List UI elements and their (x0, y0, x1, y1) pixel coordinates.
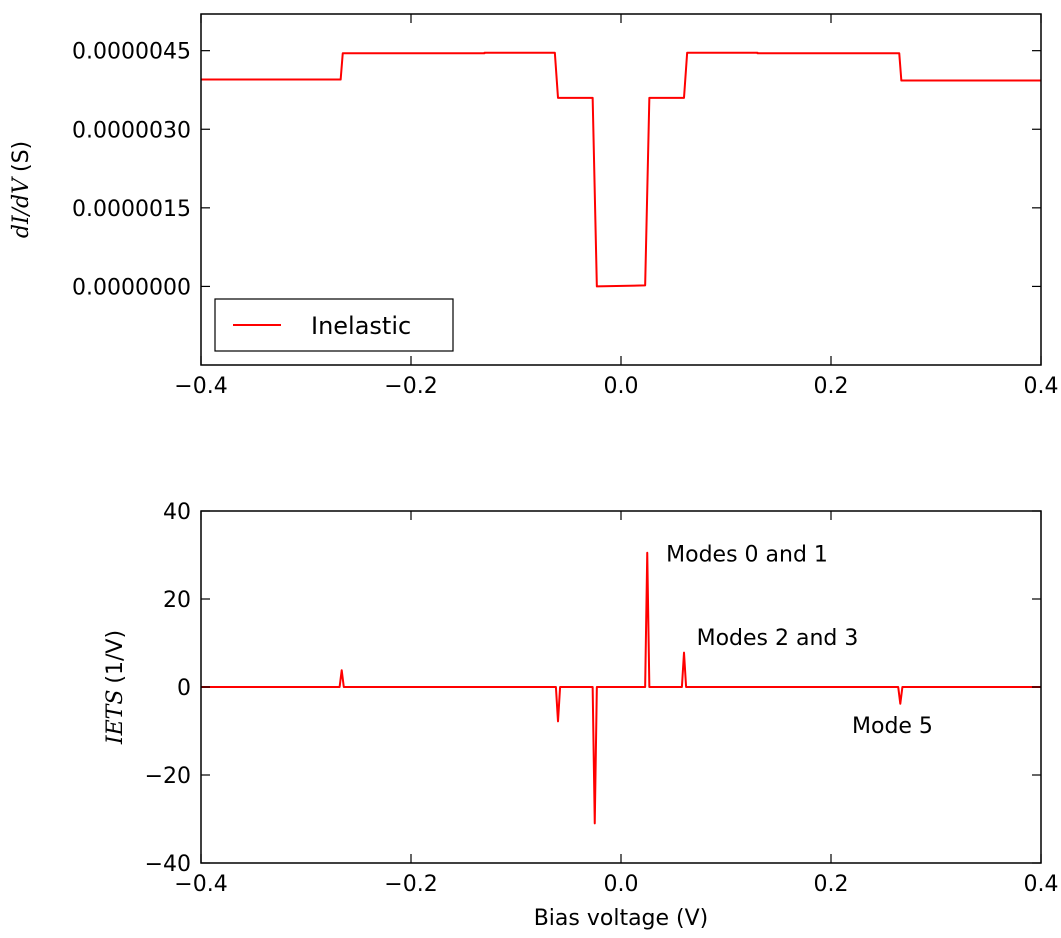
y-tick-label: 20 (163, 588, 191, 613)
x-tick-label: −0.2 (384, 374, 437, 399)
y-axis-label-unit: (1/V) (103, 630, 128, 684)
y-tick-label: 0.0000045 (72, 40, 191, 65)
y-axis-label-math: dI/dV (9, 176, 34, 238)
x-tick-label: −0.2 (384, 872, 437, 897)
x-tick-label: 0.4 (1024, 872, 1059, 897)
x-axis-label: Bias voltage (V) (534, 906, 709, 931)
series-line-iets (201, 551, 1041, 825)
y-axis-label-unit: (S) (9, 141, 34, 172)
y-axis-label-math: IETS (103, 690, 128, 746)
y-tick-label: 0.0000000 (72, 275, 191, 300)
x-tick-label: 0.2 (814, 374, 849, 399)
top-panel-didv: −0.4 −0.2 0.0 0.2 0.4 0.0000000 0.0000015 0.000… (9, 13, 1059, 399)
y-axis-label: dI/dV (S) (9, 141, 34, 238)
x-tick-label: −0.4 (174, 872, 227, 897)
annotation: Modes 0 and 1 (666, 543, 828, 568)
series-line-inelastic (201, 51, 1041, 288)
legend-label: Inelastic (311, 312, 411, 340)
y-tick-label: −20 (145, 764, 191, 789)
bottom-panel-iets: −0.4 −0.2 0.0 0.2 0.4 −40 −20 0 20 40 IETS (1/V) Bia… (103, 500, 1059, 931)
x-tick-label: 0.0 (604, 872, 639, 897)
x-tick-label: −0.4 (174, 374, 227, 399)
annotation: Modes 2 and 3 (697, 626, 859, 651)
y-tick-label: 0 (177, 676, 191, 701)
y-tick-label: 0.0000030 (72, 118, 191, 143)
y-tick-label: 0.0000015 (72, 197, 191, 222)
x-tick-label: 0.4 (1024, 374, 1059, 399)
x-tick-label: 0.0 (604, 374, 639, 399)
annotation: Mode 5 (852, 714, 933, 739)
x-tick-label: 0.2 (814, 872, 849, 897)
y-tick-label: 40 (163, 500, 191, 525)
y-tick-label: −40 (145, 852, 191, 877)
y-axis-label: IETS (1/V) (103, 630, 128, 745)
